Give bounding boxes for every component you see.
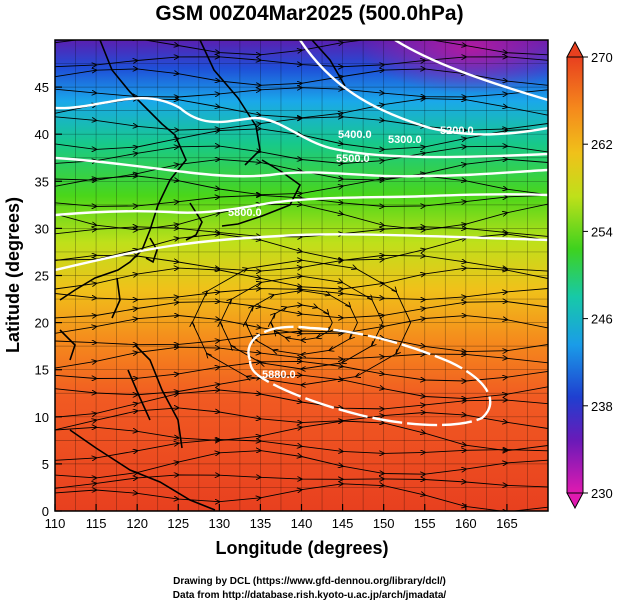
x-tick-label: 165 bbox=[496, 516, 518, 531]
contour-line bbox=[55, 97, 548, 159]
colorbar-tick-label: 270 bbox=[591, 50, 613, 65]
plot-area: 5200.0 5300.0 5400.0 5500.0 5800.0 5880.… bbox=[55, 40, 548, 511]
chart-title: GSM 00Z04Mar2025 (500.0hPa) bbox=[155, 2, 464, 25]
x-tick-label: 125 bbox=[167, 516, 189, 531]
x-tick-label: 140 bbox=[291, 516, 313, 531]
contour-labels: 5200.0 5300.0 5400.0 5500.0 5800.0 5880.… bbox=[228, 125, 474, 381]
y-tick-label: 35 bbox=[35, 174, 49, 189]
y-tick-label: 10 bbox=[35, 410, 49, 425]
y-axis-title: Latitude (degrees) bbox=[3, 197, 23, 353]
x-tick-label: 130 bbox=[208, 516, 230, 531]
x-tick-label: 150 bbox=[373, 516, 395, 531]
y-axis: 0 5 10 15 20 25 30 35 40 45 bbox=[35, 80, 62, 519]
y-tick-label: 0 bbox=[42, 504, 49, 519]
contour-line bbox=[247, 325, 492, 427]
streamline bbox=[55, 57, 548, 67]
colorbar-scale bbox=[566, 56, 584, 494]
colorbar-bottom-triangle bbox=[566, 492, 584, 510]
colorbar: 270 262 254 246 238 230 bbox=[566, 40, 613, 510]
colorbar-tick-label: 238 bbox=[591, 399, 613, 414]
grid bbox=[55, 40, 548, 511]
streamline bbox=[55, 40, 548, 54]
contour-label: 5400.0 bbox=[338, 129, 372, 141]
contour-line bbox=[55, 193, 548, 217]
contour-line bbox=[394, 40, 548, 102]
contour-label: 5880.0 bbox=[262, 369, 296, 381]
y-tick-label: 15 bbox=[35, 363, 49, 378]
contour-line bbox=[299, 40, 548, 136]
colorbar-tick-label: 246 bbox=[591, 312, 613, 327]
contour-label: 5500.0 bbox=[336, 153, 370, 165]
x-tick-label: 145 bbox=[332, 516, 354, 531]
colorbar-tick-label: 254 bbox=[591, 224, 613, 239]
credit-drawing: Drawing by DCL (https://www.gfd-dennou.o… bbox=[173, 576, 446, 587]
geopotential-contours bbox=[55, 40, 548, 427]
y-tick-label: 30 bbox=[35, 221, 49, 236]
y-tick-label: 20 bbox=[35, 316, 49, 331]
y-tick-label: 25 bbox=[35, 269, 49, 284]
y-tick-label: 45 bbox=[35, 80, 49, 95]
contour-label: 5200.0 bbox=[440, 125, 474, 137]
y-tick-label: 5 bbox=[42, 457, 49, 472]
colorbar-top-triangle bbox=[566, 40, 584, 58]
contour-label: 5800.0 bbox=[228, 207, 262, 219]
colorbar-tick-label: 262 bbox=[591, 137, 613, 152]
streamline bbox=[192, 260, 412, 385]
x-axis-title: Longitude (degrees) bbox=[215, 538, 388, 558]
x-tick-label: 160 bbox=[455, 516, 477, 531]
x-tick-label: 110 bbox=[45, 516, 66, 531]
contour-line bbox=[55, 156, 548, 178]
contour-line bbox=[55, 233, 548, 272]
x-tick-label: 135 bbox=[250, 516, 272, 531]
streamline bbox=[55, 390, 548, 418]
cold-core-region bbox=[360, 40, 548, 93]
y-tick-label: 40 bbox=[35, 127, 49, 142]
x-tick-label: 115 bbox=[86, 516, 107, 531]
contour-label: 5300.0 bbox=[388, 134, 422, 146]
x-axis: 110 115 120 125 130 135 140 145 150 155 160 165 bbox=[45, 504, 518, 531]
x-tick-label: 120 bbox=[126, 516, 148, 531]
credit-data: Data from http://database.rish.kyoto-u.a… bbox=[172, 590, 447, 601]
colorbar-tick-label: 230 bbox=[591, 486, 613, 501]
x-tick-label: 155 bbox=[414, 516, 436, 531]
